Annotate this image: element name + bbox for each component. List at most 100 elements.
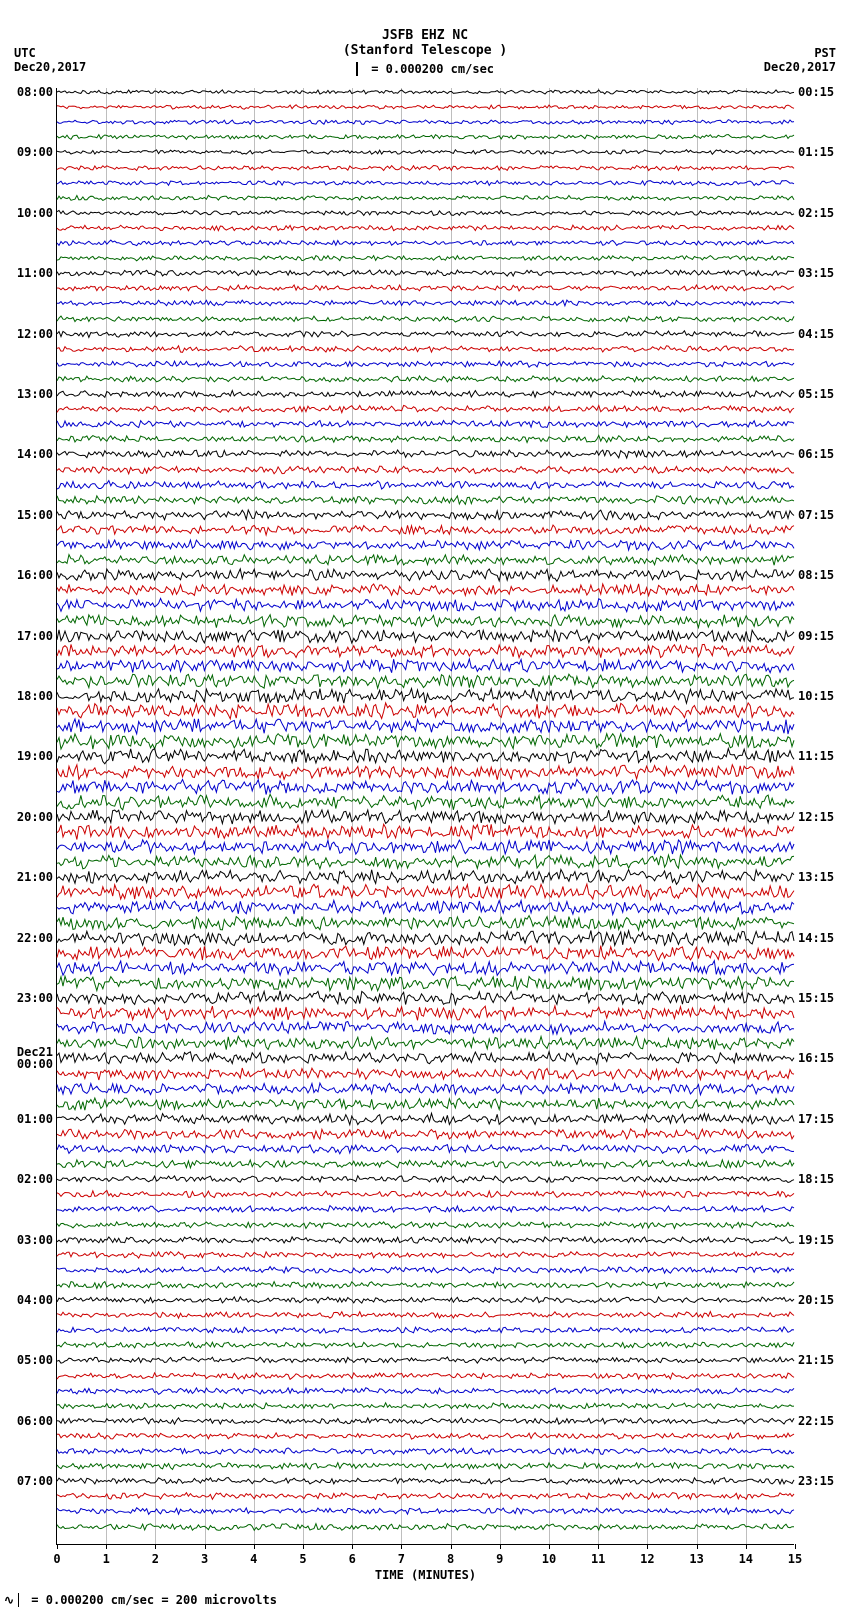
xaxis-label: 10 xyxy=(542,1552,556,1566)
utc-time-label: 21:00 xyxy=(17,870,57,884)
pst-time-label: 16:15 xyxy=(794,1051,834,1065)
seismic-trace xyxy=(57,1051,794,1065)
seismic-trace xyxy=(57,749,794,763)
pst-time-label: 17:15 xyxy=(794,1112,834,1126)
pst-tz: PST xyxy=(764,46,836,60)
xaxis-label: 6 xyxy=(349,1552,356,1566)
xaxis-label: 13 xyxy=(689,1552,703,1566)
seismic-trace xyxy=(57,176,794,190)
seismic-trace xyxy=(57,840,794,854)
xaxis-tick xyxy=(352,1544,353,1549)
seismic-trace xyxy=(57,281,794,295)
xaxis-tick xyxy=(155,1544,156,1549)
xaxis-tick xyxy=(647,1544,648,1549)
utc-time-label: 14:00 xyxy=(17,447,57,461)
seismic-trace xyxy=(57,719,794,733)
seismic-trace xyxy=(57,1172,794,1186)
seismic-trace xyxy=(57,1036,794,1050)
seismic-trace xyxy=(57,1218,794,1232)
seismic-trace xyxy=(57,1097,794,1111)
seismic-trace xyxy=(57,1323,794,1337)
pst-time-label: 11:15 xyxy=(794,749,834,763)
xaxis-tick xyxy=(254,1544,255,1549)
seismic-trace xyxy=(57,447,794,461)
utc-date: Dec20,2017 xyxy=(14,60,86,74)
seismic-trace xyxy=(57,327,794,341)
seismic-trace xyxy=(57,1369,794,1383)
xaxis-label: 4 xyxy=(250,1552,257,1566)
xaxis-tick xyxy=(549,1544,550,1549)
seismic-trace xyxy=(57,1414,794,1428)
pst-time-label: 19:15 xyxy=(794,1233,834,1247)
utc-tz: UTC xyxy=(14,46,86,60)
pst-header: PST Dec20,2017 xyxy=(764,46,836,74)
seismic-trace xyxy=(57,538,794,552)
seismic-trace xyxy=(57,870,794,884)
seismic-trace xyxy=(57,810,794,824)
seismic-trace xyxy=(57,1474,794,1488)
seismic-trace xyxy=(57,1399,794,1413)
xaxis-label: 14 xyxy=(739,1552,753,1566)
seismic-trace xyxy=(57,765,794,779)
seismic-trace xyxy=(57,734,794,748)
seismic-trace xyxy=(57,780,794,794)
pst-time-label: 21:15 xyxy=(794,1353,834,1367)
pst-time-label: 22:15 xyxy=(794,1414,834,1428)
seismic-trace xyxy=(57,236,794,250)
pst-time-label: 14:15 xyxy=(794,931,834,945)
xaxis-tick xyxy=(451,1544,452,1549)
scale-text: = 0.000200 cm/sec xyxy=(371,62,494,76)
pst-time-label: 08:15 xyxy=(794,568,834,582)
seismic-trace xyxy=(57,387,794,401)
seismic-trace xyxy=(57,161,794,175)
xaxis-label: 2 xyxy=(152,1552,159,1566)
seismic-trace xyxy=(57,206,794,220)
seismic-trace xyxy=(57,417,794,431)
utc-time-label: 03:00 xyxy=(17,1233,57,1247)
utc-time-label: 15:00 xyxy=(17,508,57,522)
seismic-trace xyxy=(57,931,794,945)
seismic-trace xyxy=(57,1384,794,1398)
seismic-trace xyxy=(57,130,794,144)
seismic-trace xyxy=(57,825,794,839)
xaxis-label: 11 xyxy=(591,1552,605,1566)
utc-time-label: Dec2100:00 xyxy=(17,1046,57,1070)
station-name: (Stanford Telescope ) xyxy=(0,43,850,58)
seismic-trace xyxy=(57,1338,794,1352)
xaxis-tick xyxy=(500,1544,501,1549)
xaxis-tick xyxy=(401,1544,402,1549)
seismic-trace xyxy=(57,1202,794,1216)
seismic-trace xyxy=(57,508,794,522)
seismic-trace xyxy=(57,885,794,899)
pst-time-label: 06:15 xyxy=(794,447,834,461)
seismic-trace xyxy=(57,795,794,809)
pst-time-label: 23:15 xyxy=(794,1474,834,1488)
xaxis-label: 15 xyxy=(788,1552,802,1566)
seismic-trace xyxy=(57,659,794,673)
xaxis-label: 12 xyxy=(640,1552,654,1566)
seismic-trace xyxy=(57,1021,794,1035)
pst-time-label: 02:15 xyxy=(794,206,834,220)
seismic-trace xyxy=(57,296,794,310)
seismic-trace xyxy=(57,100,794,114)
seismic-trace xyxy=(57,674,794,688)
seismic-trace xyxy=(57,946,794,960)
xaxis-label: 0 xyxy=(53,1552,60,1566)
pst-time-label: 07:15 xyxy=(794,508,834,522)
scale-legend-bottom: ∿ = 0.000200 cm/sec = 200 microvolts xyxy=(4,1593,277,1608)
seismic-trace xyxy=(57,644,794,658)
utc-time-label: 12:00 xyxy=(17,327,57,341)
utc-time-label: 22:00 xyxy=(17,931,57,945)
xaxis-title: TIME (MINUTES) xyxy=(375,1568,476,1582)
seismic-trace xyxy=(57,463,794,477)
seismic-trace xyxy=(57,1263,794,1277)
pst-time-label: 15:15 xyxy=(794,991,834,1005)
seismic-trace xyxy=(57,704,794,718)
seismic-trace xyxy=(57,1429,794,1443)
utc-time-label: 20:00 xyxy=(17,810,57,824)
xaxis-tick xyxy=(106,1544,107,1549)
seismic-trace xyxy=(57,1112,794,1126)
seismic-trace xyxy=(57,900,794,914)
seismic-trace xyxy=(57,553,794,567)
xaxis-tick xyxy=(598,1544,599,1549)
